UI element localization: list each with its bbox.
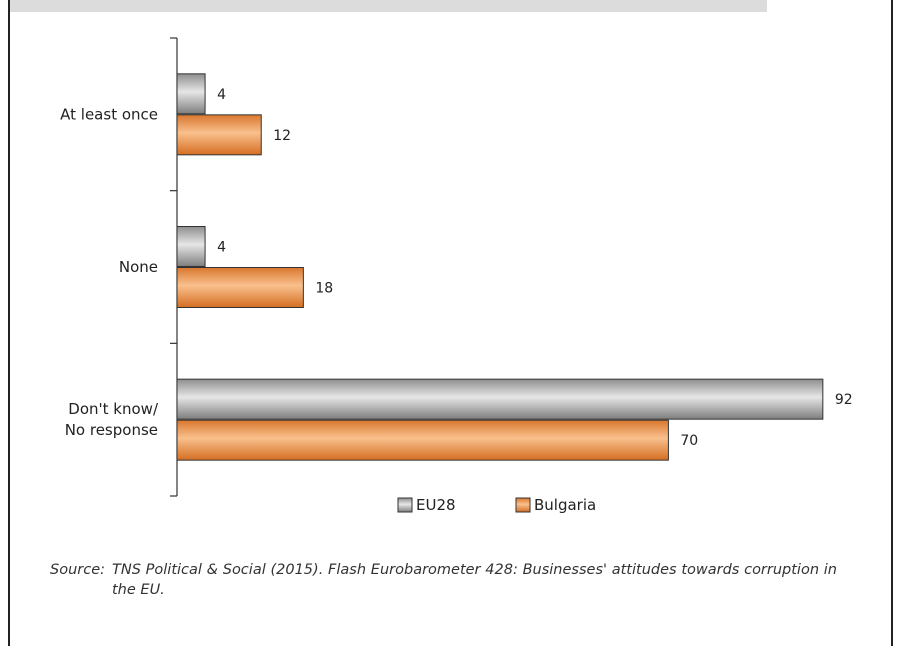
source-note: Source: TNS Political & Social (2015). Fl… xyxy=(50,560,850,600)
bar-chart: 4 12 At least once 4 18 None 92 70 Don't know/No… xyxy=(60,37,853,514)
data-label: 18 xyxy=(315,281,333,297)
legend-label-bulgaria: Bulgaria xyxy=(534,496,596,514)
data-label: 92 xyxy=(835,392,853,408)
category-label: No response xyxy=(65,421,158,439)
legend-swatch-bulgaria xyxy=(515,497,531,513)
header-band xyxy=(10,0,767,12)
bar-eu28-2 xyxy=(176,378,824,420)
legend-label-eu28: EU28 xyxy=(416,496,456,514)
bar-eu28-0 xyxy=(176,73,206,115)
legend-swatch-eu28 xyxy=(397,497,413,513)
category-label: None xyxy=(119,258,158,276)
category-label: Don't know/ xyxy=(68,400,159,418)
bar-eu28-1 xyxy=(176,226,206,267)
data-label: 4 xyxy=(217,240,226,256)
bar-bulgaria-2 xyxy=(176,419,669,461)
source-key: Source: xyxy=(50,562,106,578)
category-label: At least once xyxy=(60,105,158,123)
data-label: 12 xyxy=(273,128,291,144)
frame-right-border xyxy=(891,0,893,646)
bar-bulgaria-0 xyxy=(176,114,262,156)
frame-left-border xyxy=(8,0,10,646)
data-label: 70 xyxy=(680,433,698,449)
source-text: TNS Political & Social (2015). Flash Eur… xyxy=(112,562,837,598)
bar-bulgaria-1 xyxy=(176,267,304,308)
data-label: 4 xyxy=(217,87,226,103)
